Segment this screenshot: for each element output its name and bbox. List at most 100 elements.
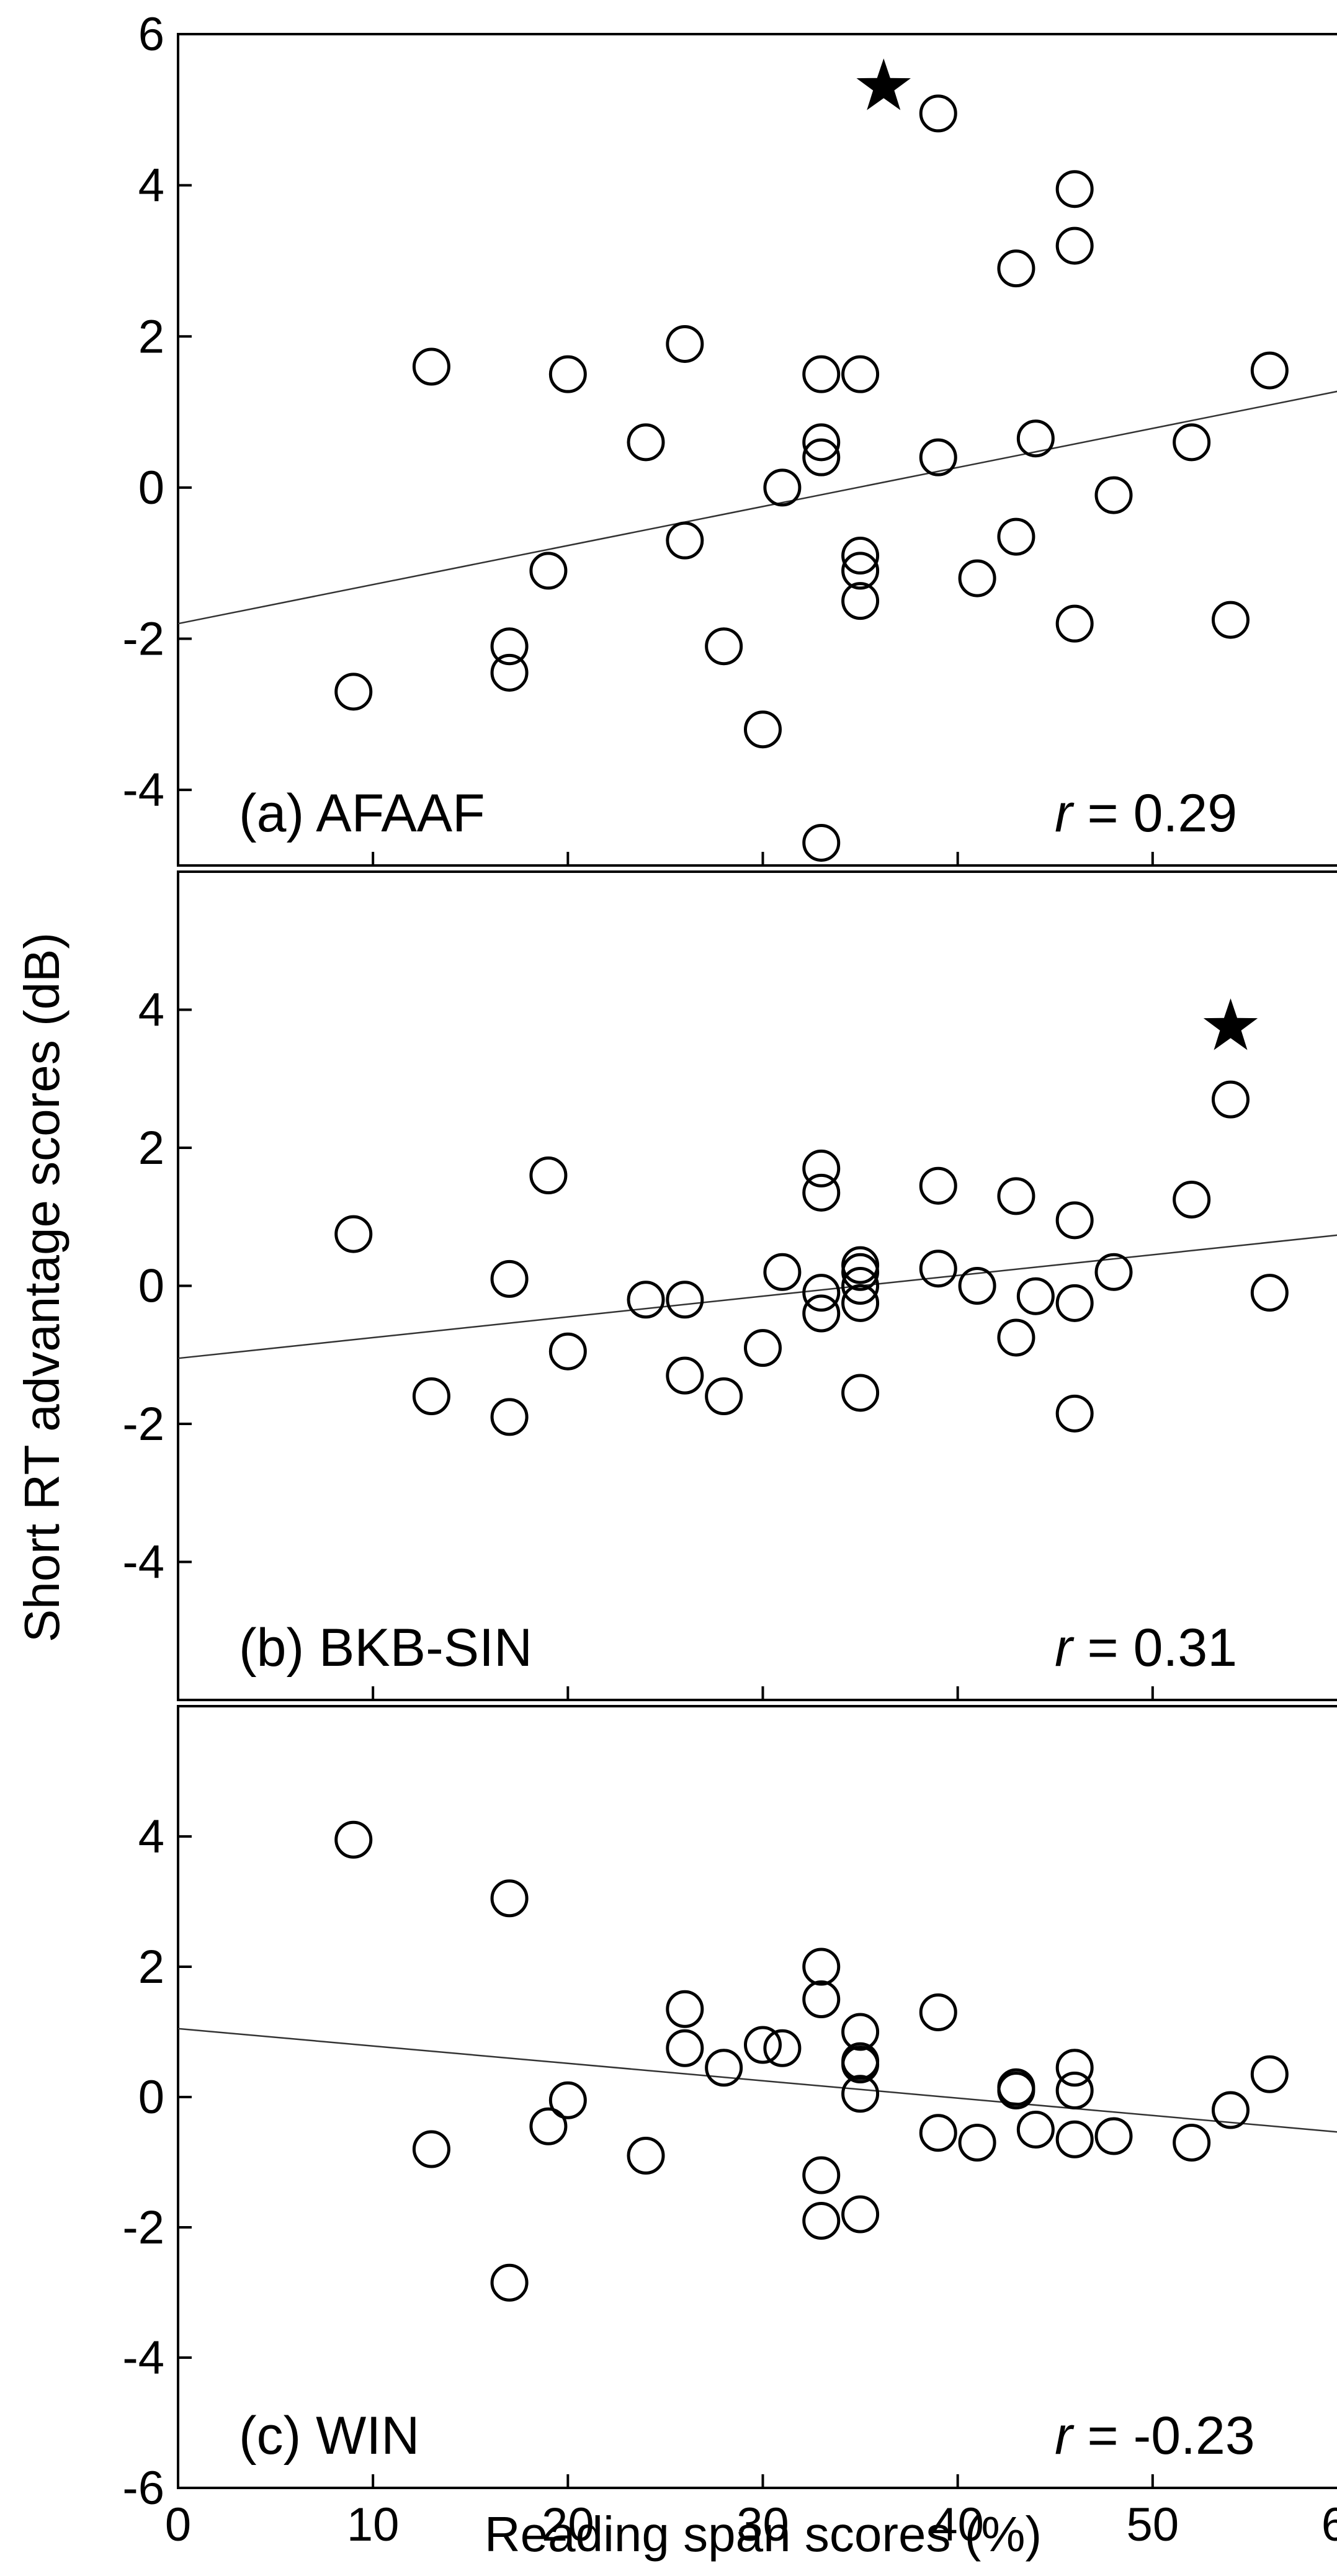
data-point [548,1332,587,1371]
data-point [802,1173,841,1212]
data-point [548,2081,587,2119]
data-point [997,2072,1035,2109]
data-point [627,1281,665,1319]
data-point [1250,351,1289,390]
data-point [490,627,529,666]
y-tick-label: 6 [138,8,164,61]
data-point [1016,1277,1055,1315]
data-point [1055,1284,1094,1322]
data-point [997,517,1035,556]
data-point [1212,601,1250,639]
y-tick-label: 0 [138,1260,164,1313]
regression-line [177,2028,1337,2133]
data-point [1173,1180,1211,1219]
data-point [666,521,704,560]
y-tick-label: 0 [138,2071,164,2124]
data-point [529,552,568,590]
data-point [802,438,841,476]
data-point [841,537,880,575]
data-point [841,2013,880,2051]
data-point [490,653,529,692]
data-point [919,438,957,476]
data-point [841,1284,880,1322]
data-point [490,1398,529,1436]
data-point [1094,1253,1133,1291]
data-point [802,2202,841,2240]
data-point [841,1253,880,1291]
data-point [666,1281,704,1319]
data-point [958,559,996,597]
data-point [1250,1274,1289,1312]
data-point [997,1177,1035,1215]
data-point [412,2130,450,2168]
data-point [802,1149,841,1187]
panels: -4 -2 0 2 4 6 (a) AFAAF r = 0.29 -4 -2 0 2 4 (b) BKB-… [122,8,1337,2551]
data-point [1055,170,1094,208]
y-tick-label: 4 [138,159,164,212]
data-point [744,2026,782,2064]
data-point [958,2124,996,2162]
y-tick-label: -2 [122,2201,164,2254]
x-tick-label: 20 [542,2498,594,2551]
data-point [1212,2091,1250,2129]
data-point [841,1267,880,1305]
star-marker [1203,998,1258,1050]
x-tick-label: 40 [931,2498,984,2551]
data-point [1055,2120,1094,2158]
data-point [529,2107,568,2145]
data-point [1016,419,1055,458]
data-point [1055,2049,1094,2087]
correlation-label: r = 0.29 [1055,784,1237,843]
data-point [1055,1201,1094,1240]
data-point [763,1253,802,1291]
y-tick-label: 4 [138,984,164,1037]
panel-label: (b) BKB-SIN [239,1618,532,1678]
regression-line [177,1234,1337,1359]
data-point [1055,1394,1094,1433]
data-point [627,423,665,462]
x-axis-title: Reading span scores (%) [485,2507,1042,2562]
data-point [1094,2117,1133,2155]
data-point [666,1356,704,1395]
panel-b: -4 -2 0 2 4 (b) BKB-SIN r = 0.31 [122,870,1337,1701]
x-tick-label: 10 [347,2498,400,2551]
panel-a: -4 -2 0 2 4 6 (a) AFAAF r = 0.29 [122,8,1337,867]
correlation-value: = -0.23 [1073,2406,1255,2466]
correlation-symbol: r [1055,784,1075,843]
x-tick-label: 30 [736,2498,789,2551]
data-point [412,1377,450,1415]
data-point [997,249,1035,288]
data-point [1094,476,1133,514]
data-point [705,2049,743,2087]
data-point [627,2137,665,2175]
data-point [490,2263,529,2302]
y-tick-label: 2 [138,1941,164,1993]
data-point [1016,2111,1055,2149]
data-point [802,1294,841,1333]
data-point [1250,2055,1289,2093]
data-point [841,2195,880,2234]
correlation-value: = 0.29 [1073,784,1237,843]
data-point [705,1377,743,1415]
data-point [841,2075,880,2113]
data-point [802,1948,841,1986]
data-point [841,1374,880,1412]
y-axis-title: Short RT advantage scores (dB) [14,932,69,1642]
y-tick-label: 0 [138,462,164,514]
x-tick-label: 0 [165,2498,191,2551]
panel-label: (c) WIN [239,2406,419,2466]
y-tick-label: -4 [122,1536,164,1589]
correlation-symbol: r [1055,1618,1075,1678]
data-point [841,355,880,393]
data-point [705,627,743,666]
data-point [919,1993,957,2031]
y-tick-label: 2 [138,310,164,363]
data-point [802,355,841,393]
x-tick-label: 60 [1321,2498,1337,2551]
data-point [334,673,373,711]
data-point [841,582,880,620]
data-point [666,324,704,363]
y-tick-label: -4 [122,764,164,816]
data-point [1055,2072,1094,2109]
